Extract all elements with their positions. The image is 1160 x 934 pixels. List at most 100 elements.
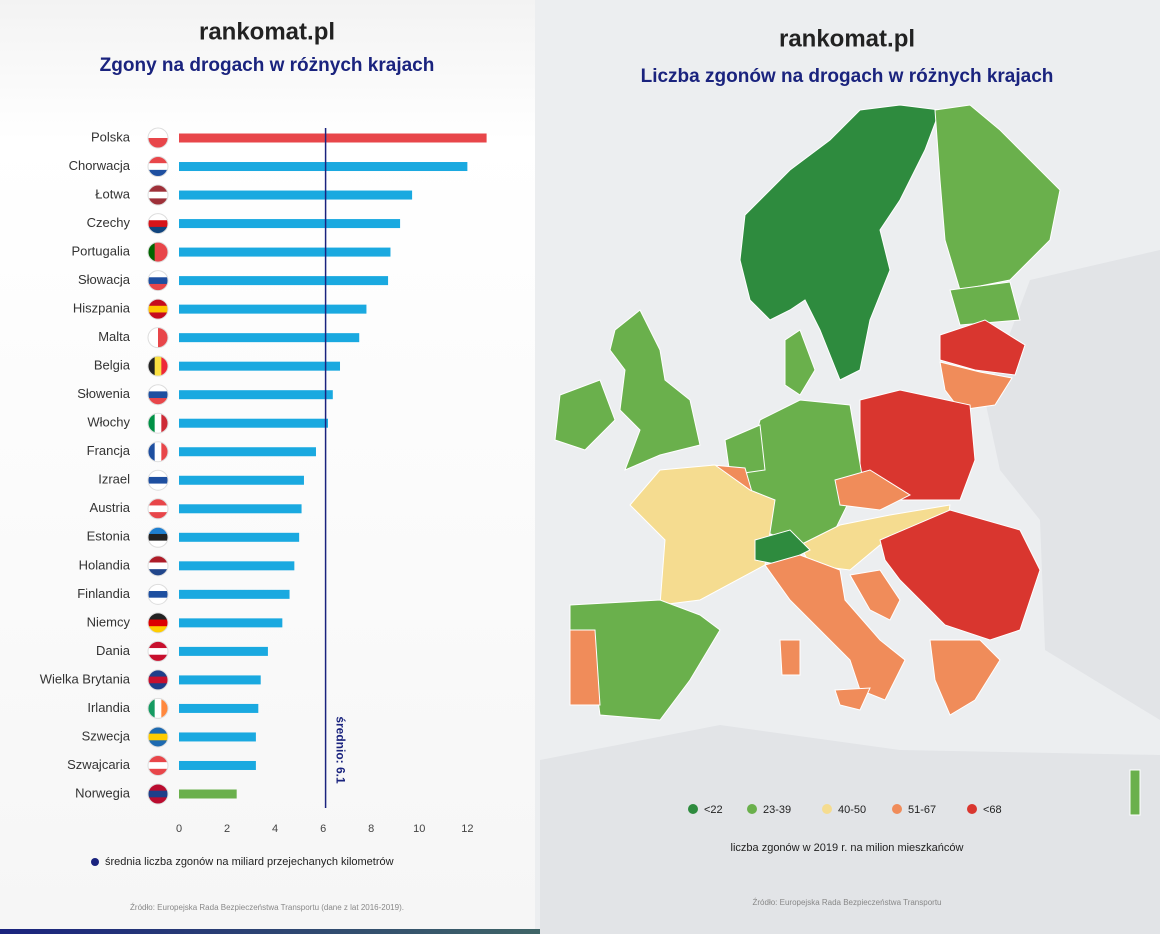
category-label: Malta bbox=[98, 329, 131, 344]
legend-swatch bbox=[747, 804, 757, 814]
category-label: Słowenia bbox=[77, 386, 131, 401]
flag-stripe bbox=[148, 128, 168, 139]
flag-stripe bbox=[148, 356, 156, 377]
category-label: Szwecja bbox=[82, 728, 131, 743]
flag-stripe bbox=[148, 226, 168, 234]
flag-stripe bbox=[154, 698, 162, 719]
map-caption: liczba zgonów w 2019 r. na milion mieszk… bbox=[731, 842, 964, 854]
flag-stripe bbox=[148, 305, 168, 313]
source: Źródło: Europejska Rada Bezpieczeństwa T… bbox=[130, 903, 404, 912]
flag-stripe bbox=[148, 398, 168, 405]
flag-stripe bbox=[161, 356, 168, 377]
flag bbox=[148, 270, 168, 291]
flag-stripe bbox=[161, 698, 168, 719]
flag-stripe bbox=[148, 676, 168, 684]
flag-border bbox=[147, 726, 169, 748]
flag-stripe bbox=[158, 327, 168, 348]
bar bbox=[179, 561, 295, 571]
bar bbox=[179, 504, 302, 514]
flag-stripe bbox=[148, 555, 168, 563]
bar bbox=[179, 760, 256, 770]
flag-stripe bbox=[161, 441, 168, 462]
legend-text: średnia liczba zgonów na miliard przejec… bbox=[105, 856, 394, 868]
flag-stripe bbox=[148, 138, 168, 148]
flag-stripe bbox=[148, 191, 168, 199]
flag-border bbox=[147, 241, 169, 263]
country bbox=[609, 309, 701, 471]
flag bbox=[148, 185, 168, 206]
country bbox=[724, 424, 766, 476]
flag-border bbox=[147, 697, 169, 719]
source: Źródło: Europejska Rada Bezpieczeństwa T… bbox=[753, 898, 942, 907]
flag-stripe bbox=[148, 198, 168, 206]
flag bbox=[148, 755, 168, 776]
flag-stripe bbox=[148, 648, 168, 656]
brand: rankomat.pl bbox=[199, 18, 335, 45]
brand: rankomat.pl bbox=[779, 25, 915, 52]
flag-stripe bbox=[148, 698, 156, 719]
flag bbox=[148, 413, 168, 434]
category-label: Norwegia bbox=[75, 785, 131, 800]
flag-stripe bbox=[148, 797, 168, 804]
flag bbox=[148, 612, 168, 633]
country bbox=[739, 104, 941, 381]
flag-stripe bbox=[154, 441, 162, 462]
flag-border bbox=[147, 783, 169, 805]
bar bbox=[179, 162, 468, 172]
legend-dot bbox=[91, 858, 99, 866]
flag-border bbox=[147, 327, 169, 349]
flag-stripe bbox=[148, 498, 168, 506]
category-label: Irlandia bbox=[87, 700, 130, 715]
flag-stripe bbox=[148, 283, 168, 291]
flag-stripe bbox=[148, 220, 168, 228]
legend-label: 51-67 bbox=[908, 804, 936, 816]
flag bbox=[148, 470, 168, 491]
x-tick-label: 2 bbox=[224, 823, 230, 835]
bar bbox=[179, 532, 300, 542]
legend-label: <22 bbox=[704, 804, 723, 816]
flag-stripe bbox=[148, 619, 168, 627]
category-label: Niemcy bbox=[87, 614, 131, 629]
flag-stripe bbox=[148, 242, 156, 263]
bar bbox=[179, 304, 367, 314]
map-title: Liczba zgonów na drogach w różnych kraja… bbox=[641, 66, 1054, 87]
flag-stripe bbox=[154, 356, 162, 377]
country bbox=[1129, 769, 1141, 816]
bar bbox=[179, 789, 237, 799]
country bbox=[834, 469, 912, 511]
flag-stripe bbox=[148, 312, 168, 320]
flag bbox=[148, 327, 168, 348]
flag-stripe bbox=[148, 784, 168, 792]
bar bbox=[179, 219, 401, 229]
country bbox=[629, 464, 776, 606]
bar bbox=[179, 247, 391, 257]
flag-border bbox=[147, 412, 169, 434]
flag-border bbox=[147, 669, 169, 691]
flag-stripe bbox=[148, 213, 168, 221]
legend-swatch bbox=[967, 804, 977, 814]
bar bbox=[179, 390, 333, 400]
flag-border bbox=[147, 555, 169, 577]
land bbox=[540, 725, 1160, 934]
flag-border bbox=[147, 583, 169, 605]
flag bbox=[148, 441, 168, 462]
x-tick-label: 8 bbox=[368, 823, 374, 835]
country bbox=[779, 639, 801, 676]
flag-border bbox=[147, 754, 169, 776]
category-label: Holandia bbox=[79, 557, 131, 572]
flag-border bbox=[147, 441, 169, 463]
bar bbox=[179, 276, 389, 286]
flag-stripe bbox=[148, 790, 168, 798]
flag-stripe bbox=[148, 413, 156, 434]
flag-stripe bbox=[148, 169, 168, 177]
flag-stripe bbox=[148, 726, 168, 735]
flag bbox=[148, 156, 168, 177]
flag-stripe bbox=[148, 505, 168, 513]
flag-stripe bbox=[148, 569, 168, 576]
category-label: Polska bbox=[91, 129, 131, 144]
flag-border bbox=[147, 612, 169, 634]
flag-stripe bbox=[148, 612, 168, 621]
flag bbox=[148, 213, 168, 234]
bar bbox=[179, 361, 341, 371]
flag-stripe bbox=[148, 562, 168, 570]
